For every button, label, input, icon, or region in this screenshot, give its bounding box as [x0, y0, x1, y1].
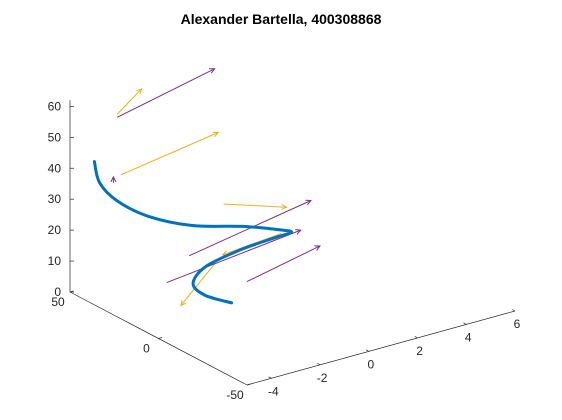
plot-layer	[92, 68, 321, 307]
x-tick-label: 2	[416, 344, 423, 358]
x-tick-mark	[414, 336, 418, 339]
z-tick-label: 50	[48, 130, 62, 144]
y-tick-label: 50	[51, 295, 65, 309]
x-tick-mark	[463, 322, 467, 325]
z-tick-label: 60	[48, 99, 62, 113]
y-tick-mark	[158, 337, 163, 339]
vectors-a-segment	[223, 203, 287, 208]
y-tick-label: -50	[226, 388, 244, 402]
z-tick-label: 20	[48, 223, 62, 237]
vectors-b-arrowhead	[110, 175, 117, 183]
vectors-b-arrowhead	[305, 199, 312, 206]
vectors-a-arrowhead	[281, 204, 288, 210]
x-tick-label: 4	[465, 330, 472, 344]
x-axis-line	[246, 310, 516, 386]
vectors-b-segment	[246, 245, 321, 283]
vectors-a-arrowhead	[180, 299, 187, 307]
x-tick-label: 0	[367, 357, 374, 371]
vectors-b-arrowhead	[209, 68, 216, 74]
vectors-b-arrowhead	[314, 245, 321, 251]
z-tick-label: 0	[54, 285, 61, 299]
z-tick-label: 10	[48, 254, 62, 268]
z-tick-label: 40	[48, 161, 62, 175]
vectors-a-arrowhead	[136, 88, 143, 95]
vectors-b-arrowhead	[295, 229, 302, 235]
y-tick-label: 0	[143, 342, 150, 356]
z-tick-label: 30	[48, 192, 62, 206]
vectors-b-segment	[166, 229, 301, 284]
x-tick-label: -4	[268, 384, 279, 398]
vectors-a-arrowhead	[212, 131, 220, 138]
trajectory-curve	[92, 160, 294, 305]
chart-title: Alexander Bartella, 400308868	[181, 11, 382, 27]
y-tick-mark	[246, 383, 251, 386]
x-tick-mark	[268, 376, 272, 379]
x-tick-mark	[512, 309, 516, 312]
x-tick-label: -2	[317, 371, 328, 385]
x-tick-label: 6	[514, 317, 521, 331]
vectors-b-segment	[116, 68, 215, 118]
vectors-a-segment	[116, 88, 142, 115]
vectors-a-segment	[180, 262, 216, 306]
x-tick-mark	[365, 349, 369, 352]
vectors-a-segment	[120, 132, 219, 176]
x-tick-mark	[317, 363, 321, 366]
